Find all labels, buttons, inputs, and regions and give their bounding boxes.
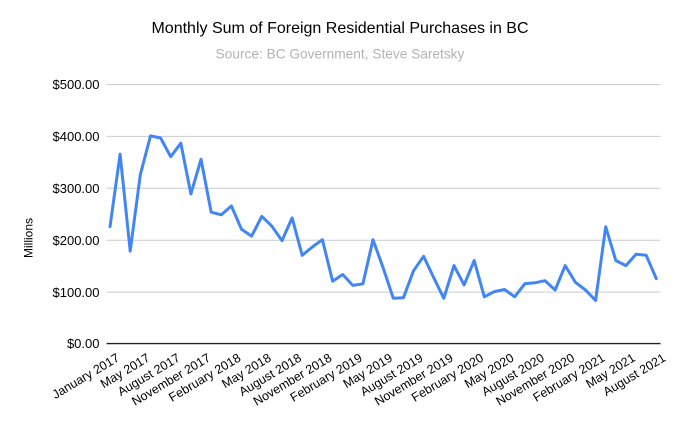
svg-text:Millions: Millions [22, 218, 36, 258]
svg-text:Source: BC Government, Steve S: Source: BC Government, Steve Saretsky [216, 47, 465, 62]
svg-text:$500.00: $500.00 [53, 77, 100, 92]
svg-text:Monthly Sum of Foreign Residen: Monthly Sum of Foreign Residential Purch… [151, 20, 528, 37]
svg-text:$400.00: $400.00 [53, 129, 100, 144]
svg-text:$0.00: $0.00 [67, 336, 100, 351]
svg-text:$300.00: $300.00 [53, 181, 100, 196]
svg-text:$200.00: $200.00 [53, 233, 100, 248]
svg-text:$100.00: $100.00 [53, 285, 100, 300]
